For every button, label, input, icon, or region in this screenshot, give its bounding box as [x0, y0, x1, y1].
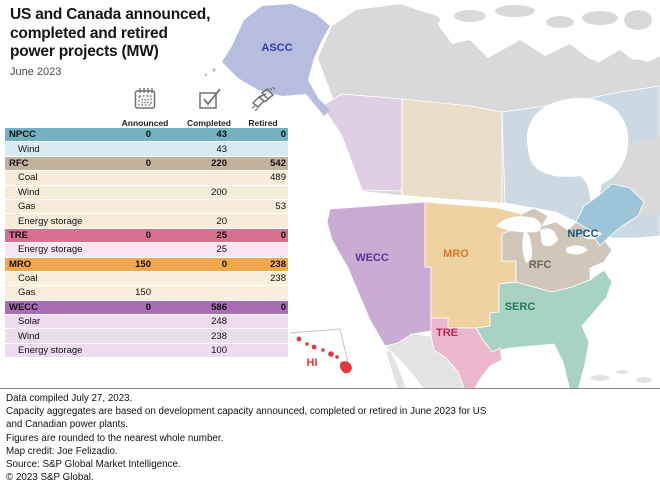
fuel-name: Energy storage — [18, 345, 83, 357]
map-label-serc: SERC — [505, 301, 536, 313]
map-label-ascc: ASCC — [261, 42, 292, 54]
retired-value: 0 — [280, 129, 286, 141]
legend-retired: Retired — [233, 86, 293, 128]
legend-completed-label: Completed — [187, 118, 231, 128]
map-label-npcc: NPCC — [567, 228, 598, 240]
footnote-line: Data compiled July 27, 2023. — [6, 393, 133, 404]
map-label-rfc: RFC — [529, 259, 552, 271]
fuel-name: Coal — [18, 273, 38, 285]
page-title-line3: power projects (MW) — [10, 43, 159, 60]
aleutian-island — [204, 73, 208, 77]
aleutian-island — [212, 68, 216, 72]
table-row-region-wecc: WECC 0 586 0 — [5, 300, 288, 316]
region-name: WECC — [9, 301, 39, 313]
data-table: NPCC 0 43 0 Wind 43 RFC 0 220 542 Coal 4… — [5, 128, 288, 359]
baja-peninsula — [385, 349, 408, 389]
map-panel: ASCC WECC MRO RFC SERC TRE NPCC HI — [204, 4, 660, 389]
legend-retired-label: Retired — [248, 118, 278, 128]
subtitle-date: June 2023 — [10, 65, 62, 78]
calendar-icon — [134, 88, 156, 109]
legend-completed: Completed — [179, 86, 239, 128]
fuel-name: Gas — [18, 201, 36, 213]
completed-value: 43 — [216, 129, 227, 141]
hawaii-inset-border — [289, 328, 351, 372]
announced-value: 0 — [145, 157, 151, 169]
fuel-name: Wind — [18, 143, 40, 155]
announced-value: 0 — [145, 301, 151, 313]
region-name: TRE — [9, 229, 28, 241]
great-lakes — [496, 216, 602, 263]
completed-value: 0 — [221, 258, 227, 270]
fuel-name: Energy storage — [18, 244, 83, 256]
announced-value: 0 — [145, 129, 151, 141]
completed-value: 25 — [216, 229, 227, 241]
column-legend: Announced Completed — [0, 86, 300, 128]
retired-value: 542 — [270, 157, 286, 169]
footnote-line: and Canadian power plants. — [6, 419, 129, 431]
legend-announced-label: Announced — [121, 118, 169, 128]
footnotes: Data compiled July 27, 2023. Capacity ag… — [0, 388, 660, 484]
table-row-fuel: Solar 248 — [5, 315, 288, 330]
fuel-name: Wind — [18, 186, 40, 198]
region-name: RFC — [9, 157, 29, 169]
region-canada-prairies — [401, 98, 503, 204]
completed-value: 220 — [211, 157, 227, 169]
handshake-icon — [251, 86, 276, 111]
table-row-fuel: Energy storage 100 — [5, 343, 288, 359]
table-row-region-npcc: NPCC 0 43 0 — [5, 128, 288, 143]
table-row-region-tre: TRE 0 25 0 — [5, 228, 288, 244]
fuel-name: Energy storage — [18, 215, 83, 227]
region-ascc-alaska — [222, 4, 330, 116]
table-row-fuel: Energy storage 25 — [5, 243, 288, 258]
region-wecc — [326, 201, 432, 347]
fuel-name: Wind — [18, 330, 40, 342]
table-row-fuel: Wind 238 — [5, 329, 288, 344]
checkbox-checked-icon — [199, 88, 221, 109]
map-label-wecc: WECC — [355, 252, 389, 264]
completed-value: 586 — [211, 301, 227, 313]
map-label-hi: HI — [307, 357, 318, 369]
footnote-line: Map credit: Joe Felizadio. — [6, 445, 118, 457]
footnote-line: Capacity aggregates are based on develop… — [6, 406, 487, 418]
region-name: NPCC — [9, 129, 36, 141]
region-hawaii — [296, 336, 352, 374]
fuel-name: Gas — [18, 287, 36, 299]
table-row-fuel: Coal 238 — [5, 271, 288, 287]
map-label-mro: MRO — [443, 248, 469, 260]
announced-value: 150 — [135, 258, 151, 270]
fuel-name: Solar — [18, 316, 41, 328]
table-row-fuel: Gas 150 — [5, 286, 288, 301]
region-canada-bc — [321, 93, 403, 192]
table-row-region-rfc: RFC 0 220 542 — [5, 156, 288, 172]
region-npcc — [575, 183, 645, 247]
retired-value: 238 — [270, 258, 286, 270]
north-america-map: ASCC WECC MRO RFC SERC TRE NPCC HI — [204, 4, 660, 389]
fuel-name: Coal — [18, 172, 38, 184]
page-title-line1: US and Canada announced, — [10, 6, 211, 23]
table-row-fuel: Coal 489 — [5, 171, 288, 186]
table-row-fuel: Wind 200 — [5, 185, 288, 200]
retired-value: 0 — [280, 301, 286, 313]
footnote-line: Source: S&P Global Market Intelligence. — [6, 459, 181, 471]
legend-announced: Announced — [115, 86, 175, 128]
caribbean-islands — [590, 370, 652, 383]
table-row-fuel: Wind 43 — [5, 142, 288, 157]
title-block: US and Canada announced, completed and r… — [10, 6, 260, 78]
region-name: MRO — [9, 258, 32, 270]
retired-value: 0 — [280, 229, 286, 241]
footnote-line: Figures are rounded to the nearest whole… — [6, 432, 224, 444]
announced-value: 0 — [145, 229, 151, 241]
page-title-line2: completed and retired — [10, 24, 168, 42]
footnote-line: © 2023 S&P Global. — [6, 472, 94, 484]
hudson-bay — [526, 97, 629, 202]
table-row-fuel: Energy storage 20 — [5, 214, 288, 229]
table-row-fuel: Gas 53 — [5, 199, 288, 215]
table-row-region-mro: MRO 150 0 238 — [5, 257, 288, 272]
region-mexico — [384, 333, 466, 389]
map-label-tre: TRE — [436, 327, 458, 339]
